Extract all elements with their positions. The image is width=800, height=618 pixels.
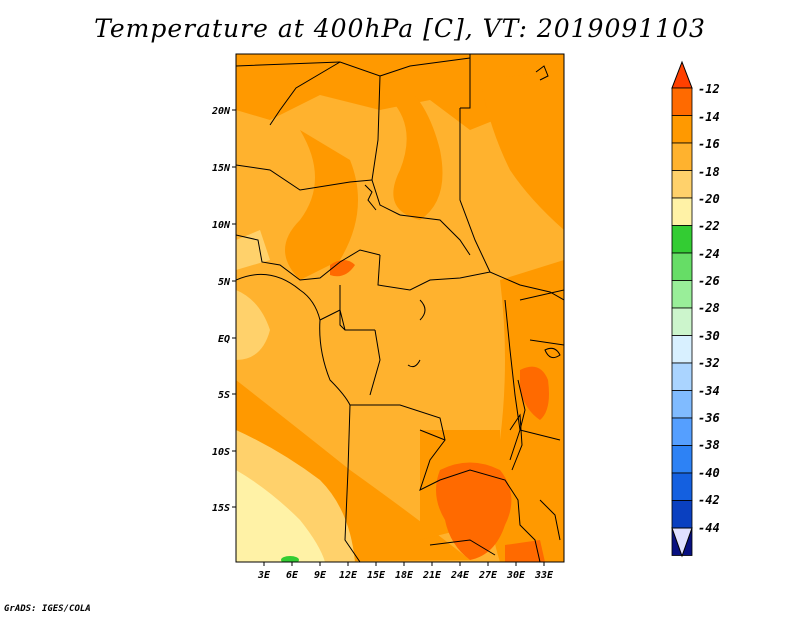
colorbar-label: -26 [698, 274, 720, 288]
map-panel [236, 54, 564, 562]
lat-tick-5N: 5N [218, 277, 236, 288]
colorbar-box [671, 445, 693, 474]
colorbar-box [671, 280, 693, 309]
colorbar-label: -38 [698, 438, 720, 452]
colorbar-label: -18 [698, 165, 720, 179]
colorbar-label: -40 [698, 466, 720, 480]
colorbar-label: -16 [698, 137, 720, 151]
lon-label: 9E [314, 570, 327, 581]
lat-axis: 20N 15N 10N 5N EQ 5S 10S 15S [211, 106, 236, 514]
colorbar-box [671, 307, 693, 336]
field-band-minus12 [330, 260, 549, 562]
lat-label: EQ [218, 334, 230, 345]
lat-tick-10N: 10N [212, 220, 236, 231]
lon-label: 12E [339, 570, 358, 581]
lat-tick-10S: 10S [212, 447, 236, 458]
lat-label: 5S [218, 390, 230, 401]
lon-tick-12E: 12E [339, 562, 358, 581]
lon-axis: 3E 6E 9E 12E 15E 18E 21E 24E 27E 30E 33E [257, 562, 554, 581]
lat-label: 20N [211, 106, 231, 117]
colorbar-label: -32 [698, 356, 720, 370]
field-band-minus24 [281, 556, 299, 562]
lon-tick-30E: 30E [506, 562, 526, 581]
colorbar-box [671, 87, 693, 116]
lon-label: 18E [395, 570, 414, 581]
map-frame [235, 53, 565, 563]
colorbar-bottom-arrow [671, 527, 693, 558]
colorbar-label: -24 [698, 247, 720, 261]
colorbar-box [671, 472, 693, 501]
lat-label: 10N [212, 220, 231, 231]
lon-tick-3E: 3E [257, 562, 271, 581]
colorbar-label: -12 [698, 82, 720, 96]
colorbar-label: -22 [698, 219, 720, 233]
colorbar-label: -44 [698, 521, 720, 535]
lat-tick-5S: 5S [218, 390, 236, 401]
lat-tick-20N: 20N [211, 106, 236, 117]
colorbar-label: -34 [698, 384, 720, 398]
colorbar-label: -30 [698, 329, 720, 343]
lon-label: 3E [257, 570, 271, 581]
colorbar-box [671, 417, 693, 446]
lon-tick-21E: 21E [422, 562, 442, 581]
lat-tick-15N: 15N [212, 163, 236, 174]
credit-text: GrADS: IGES/COLA [4, 604, 91, 614]
lon-label: 6E [286, 570, 299, 581]
lon-label: 33E [534, 570, 554, 581]
lon-label: 27E [478, 570, 498, 581]
lat-label: 15S [212, 503, 230, 514]
colorbar-box [671, 197, 693, 226]
colorbar-top-arrow [671, 60, 693, 89]
lon-tick-18E: 18E [395, 562, 414, 581]
lat-tick-15S: 15S [212, 503, 236, 514]
colorbar-label: -28 [698, 301, 720, 315]
colorbar-labels: -12 -14 -16 -18 -20 -22 -24 -26 -28 -30 … [698, 82, 720, 535]
colorbar-box [671, 335, 693, 364]
lat-label: 10S [212, 447, 230, 458]
lat-tick-EQ: EQ [218, 334, 236, 345]
colorbar-box [671, 390, 693, 419]
lon-tick-6E: 6E [286, 562, 299, 581]
colorbar: -12 -14 -16 -18 -20 -22 -24 -26 -28 -30 … [671, 60, 720, 558]
lon-tick-33E: 33E [534, 562, 554, 581]
lat-label: 5N [218, 277, 231, 288]
colorbar-box [671, 362, 693, 391]
colorbar-box [671, 142, 693, 171]
colorbar-box [671, 115, 693, 144]
colorbar-label: -36 [698, 411, 720, 425]
colorbar-boxes [671, 87, 693, 556]
lon-tick-9E: 9E [314, 562, 327, 581]
lon-tick-24E: 24E [450, 562, 470, 581]
colorbar-box [671, 170, 693, 199]
colorbar-label: -14 [698, 110, 720, 124]
lon-label: 21E [422, 570, 442, 581]
colorbar-label: -20 [698, 192, 720, 206]
lat-label: 15N [212, 163, 231, 174]
lon-tick-15E: 15E [367, 562, 386, 581]
field-band-minus20 [236, 470, 325, 562]
political-borders [236, 54, 564, 562]
lon-tick-27E: 27E [478, 562, 498, 581]
colorbar-box [671, 225, 693, 254]
lon-label: 15E [367, 570, 386, 581]
lon-label: 24E [450, 570, 470, 581]
colorbar-box [671, 252, 693, 281]
colorbar-label: -42 [698, 493, 720, 507]
map-title: Temperature at 400hPa [C], VT: 201909110… [94, 14, 706, 43]
lon-label: 30E [506, 570, 526, 581]
colorbar-box [671, 500, 693, 529]
